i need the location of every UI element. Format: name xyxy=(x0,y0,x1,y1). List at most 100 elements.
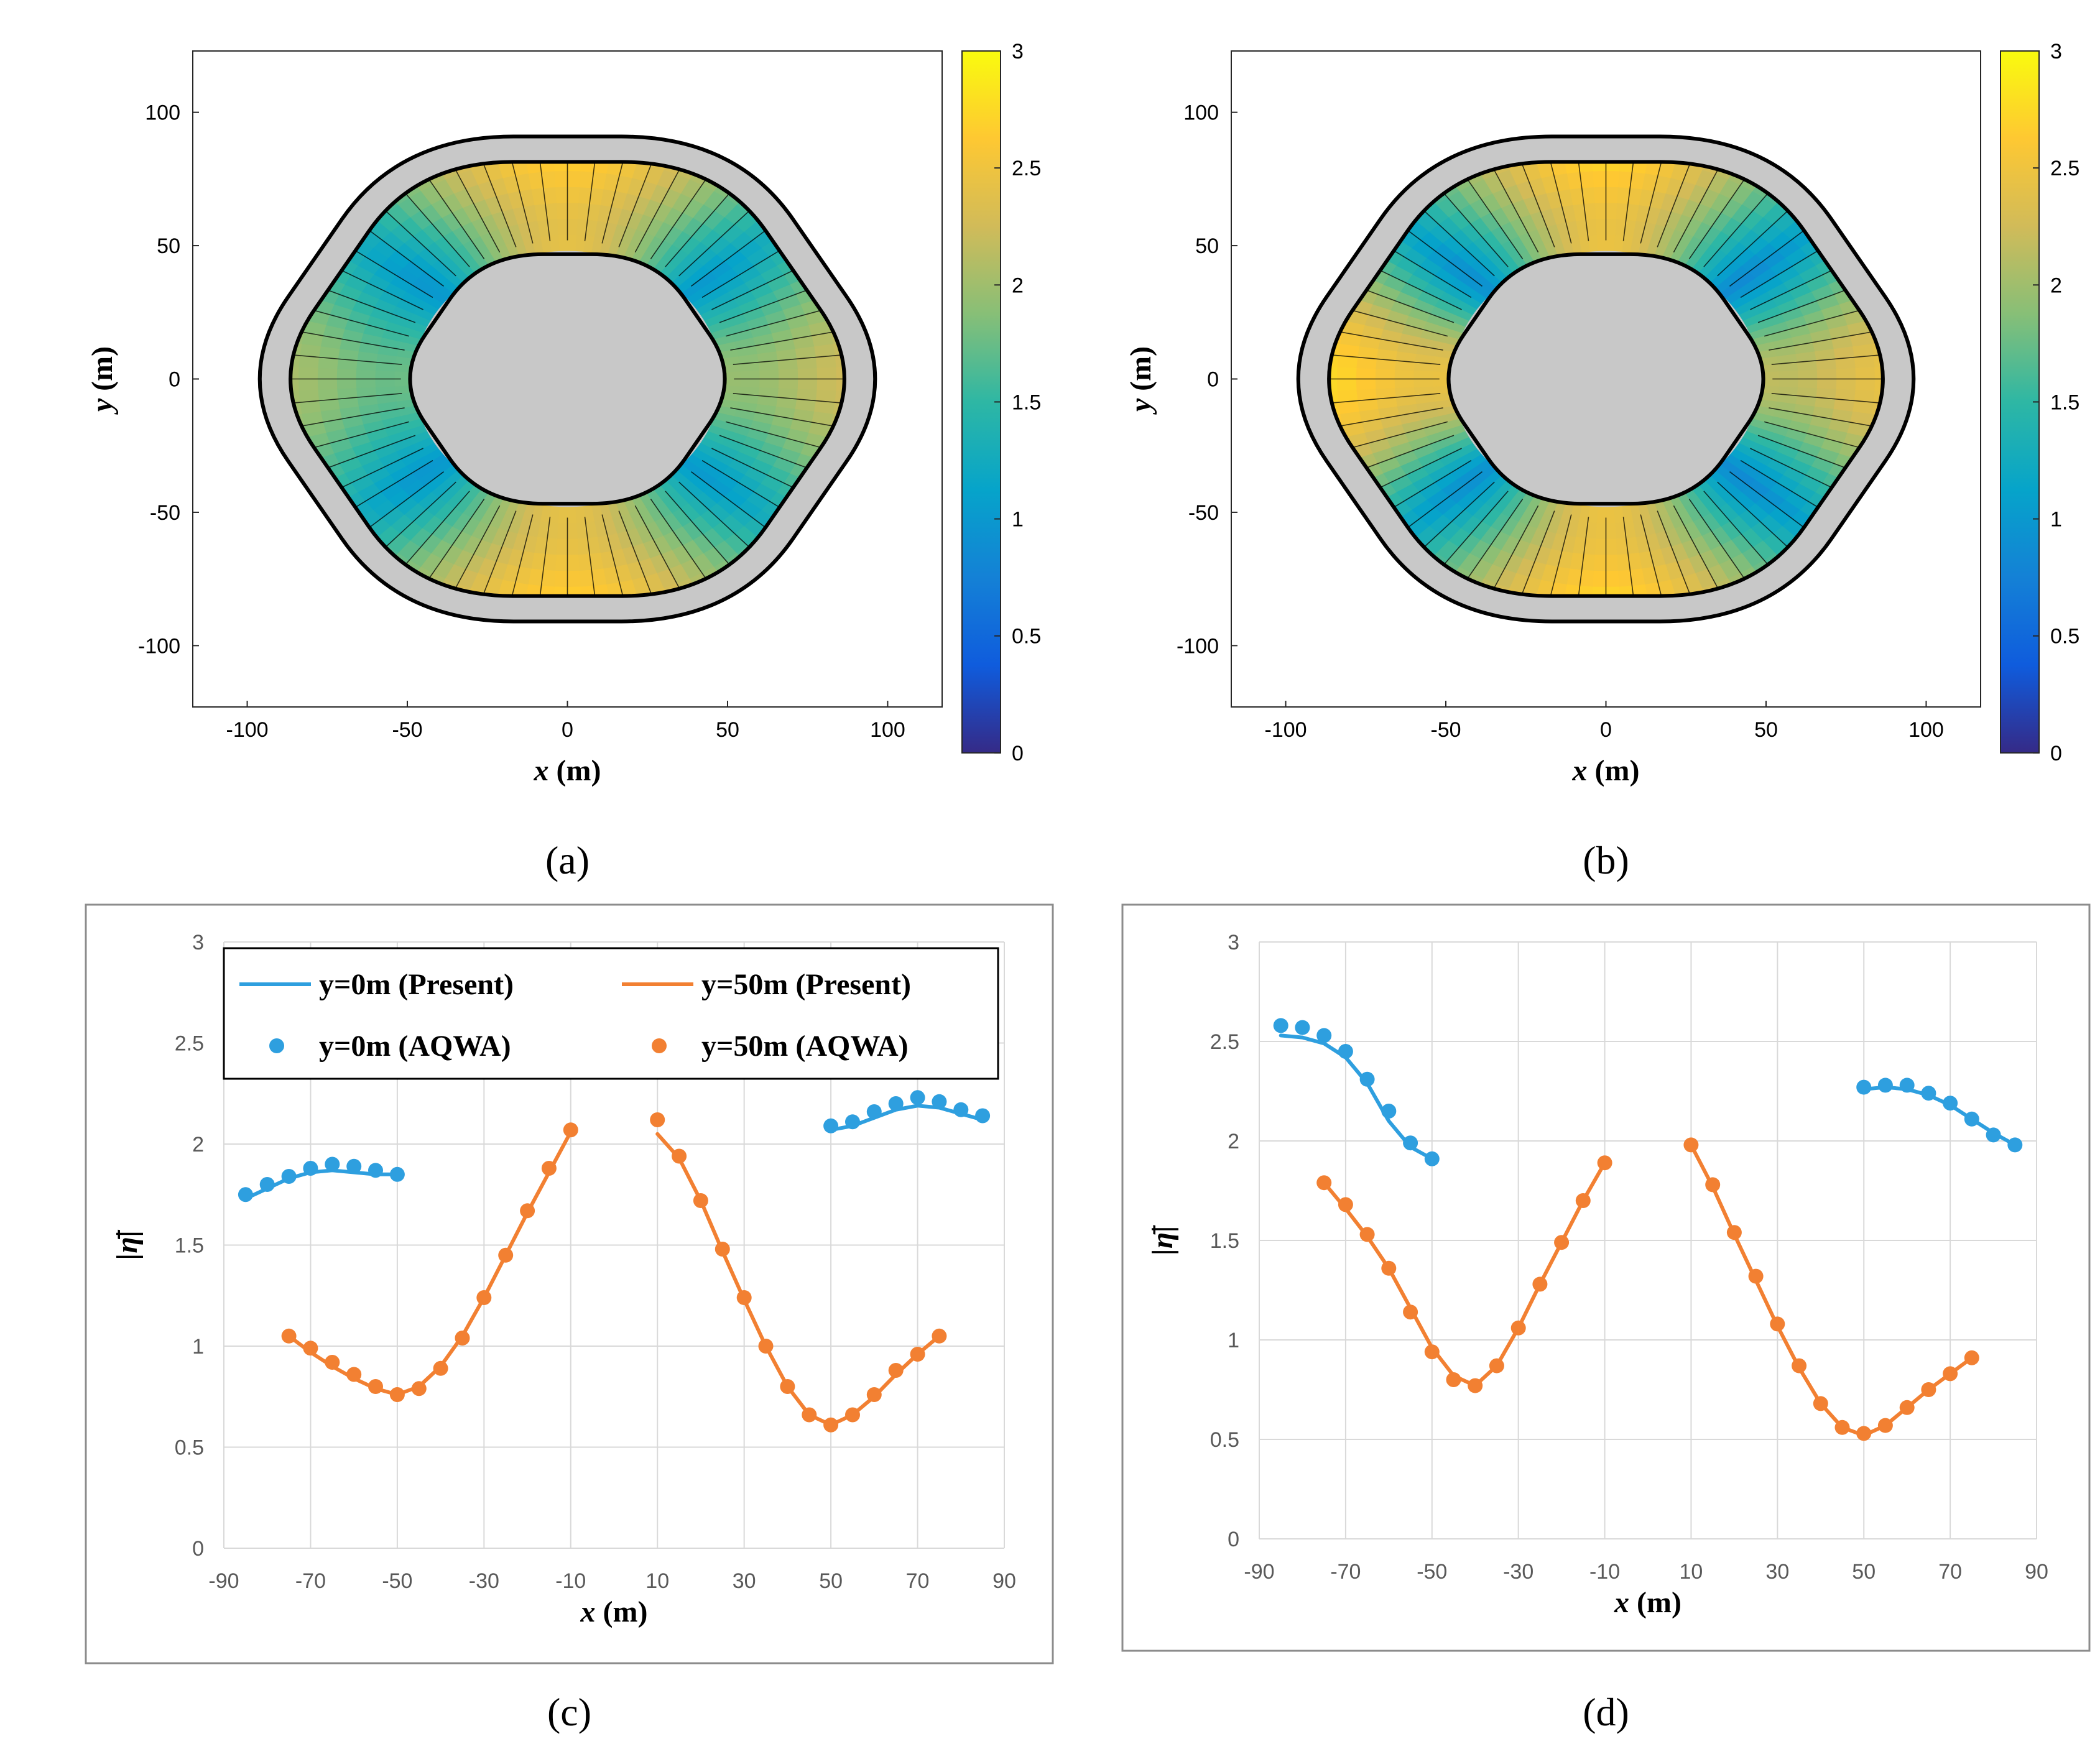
field-cell xyxy=(1625,202,1640,221)
field-cell xyxy=(469,235,489,255)
field-cell xyxy=(1374,369,1395,380)
field-cell xyxy=(722,274,746,292)
field-cell xyxy=(793,408,816,423)
field-cell xyxy=(374,362,395,372)
x-axis-unit: (m) xyxy=(596,1595,648,1628)
field-cell xyxy=(676,486,698,505)
field-cell xyxy=(1616,538,1629,556)
field-cell xyxy=(1425,313,1448,328)
x-tick-label: 50 xyxy=(1754,718,1778,742)
field-cell xyxy=(316,389,338,402)
field-cell xyxy=(394,242,419,262)
field-cell xyxy=(1376,338,1400,353)
x-tick-label: -90 xyxy=(208,1569,239,1593)
field-cell xyxy=(1389,441,1413,458)
field-cell xyxy=(1855,378,1877,391)
x-tick-label: 30 xyxy=(1765,1560,1789,1584)
field-cell xyxy=(1798,378,1819,389)
data-point xyxy=(650,1112,665,1127)
field-cell xyxy=(443,270,465,289)
field-cell xyxy=(1455,270,1478,289)
field-cell xyxy=(1781,306,1805,322)
field-cell xyxy=(1440,260,1463,279)
field-cell xyxy=(1816,378,1838,389)
field-cell xyxy=(776,348,798,361)
field-cell xyxy=(1833,398,1856,412)
field-cell xyxy=(399,291,423,308)
field-cell xyxy=(692,293,714,310)
field-cell xyxy=(692,515,715,535)
contour-line xyxy=(1329,351,1441,365)
field-cell xyxy=(1653,174,1672,194)
field-cell xyxy=(1412,386,1434,397)
field-cell xyxy=(750,282,775,299)
field-cell xyxy=(1795,350,1818,362)
field-cell xyxy=(683,480,705,499)
field-cell xyxy=(1617,570,1634,588)
field-cell xyxy=(1499,517,1520,538)
field-cell xyxy=(1433,496,1457,517)
y-tick-label: 2 xyxy=(192,1133,204,1156)
field-cell xyxy=(387,489,411,509)
field-cell xyxy=(591,568,608,588)
field-cell xyxy=(760,264,785,284)
field-cell xyxy=(1381,274,1407,293)
field-cell xyxy=(1730,515,1753,535)
field-cell xyxy=(337,284,363,302)
field-cell xyxy=(593,584,611,596)
field-cell xyxy=(728,282,752,299)
field-cell xyxy=(778,368,800,379)
field-cell xyxy=(1770,328,1793,342)
field-cell xyxy=(1472,503,1494,523)
field-cell xyxy=(1874,365,1883,379)
field-cell xyxy=(1777,474,1802,493)
field-cell xyxy=(1847,421,1871,438)
field-cell xyxy=(1458,553,1482,575)
field-cell xyxy=(1714,486,1736,505)
field-cell xyxy=(1500,499,1520,519)
field-cell xyxy=(739,385,761,396)
field-cell xyxy=(1691,239,1712,259)
field-cell xyxy=(797,378,819,390)
field-cell xyxy=(361,420,385,435)
data-point xyxy=(693,1193,708,1208)
field-cell xyxy=(1502,183,1524,204)
colorbar-tick-label: 2 xyxy=(2050,274,2062,297)
field-cell xyxy=(1688,554,1709,575)
field-cell xyxy=(1613,234,1624,252)
field-cell xyxy=(1631,162,1649,174)
field-cell xyxy=(372,474,397,494)
x-axis-unit: (m) xyxy=(549,754,601,787)
field-cell xyxy=(364,492,389,512)
field-cell xyxy=(1772,290,1796,307)
field-cell xyxy=(335,379,357,390)
field-cell xyxy=(1749,418,1772,432)
field-cell xyxy=(419,203,442,224)
field-cell xyxy=(1693,517,1713,537)
field-cell xyxy=(1575,218,1588,237)
field-cell xyxy=(567,538,580,556)
field-cell xyxy=(688,497,711,517)
field-cell xyxy=(425,497,447,517)
field-cell xyxy=(1394,395,1417,408)
field-cell xyxy=(441,192,463,213)
field-cell xyxy=(1675,525,1693,545)
field-cell xyxy=(588,187,604,205)
y-axis-unit: (m) xyxy=(1124,346,1157,399)
field-cell xyxy=(682,197,705,218)
field-cell xyxy=(1421,282,1445,300)
field-cell xyxy=(1658,225,1676,245)
field-cell xyxy=(1458,534,1481,555)
field-cell xyxy=(729,423,752,437)
colorbar-tick-label: 3 xyxy=(2050,40,2062,63)
field-cell xyxy=(836,378,844,392)
contour-line xyxy=(1771,351,1883,365)
field-cell xyxy=(1752,333,1775,346)
field-cell xyxy=(1476,486,1498,505)
field-cell xyxy=(1874,378,1883,392)
contour-line xyxy=(502,162,534,244)
field-cell xyxy=(377,451,402,468)
field-cell xyxy=(661,550,683,571)
field-cell xyxy=(1561,535,1577,555)
field-cell xyxy=(1483,248,1505,267)
